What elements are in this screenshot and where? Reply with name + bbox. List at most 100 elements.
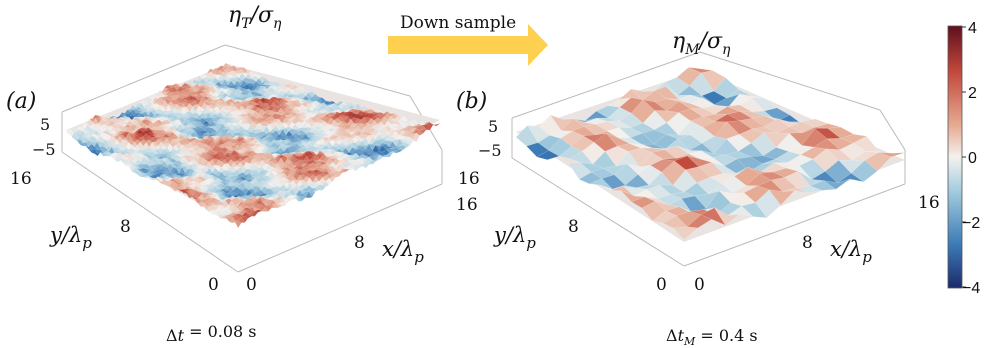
surface-cell [191, 87, 198, 91]
surface-cell [255, 160, 263, 166]
surface-cell [197, 119, 204, 124]
surface-cell [134, 164, 141, 170]
surface-cell [261, 182, 268, 187]
surface-cell [157, 96, 164, 97]
surface-cell [245, 73, 252, 79]
surface-cell [122, 112, 128, 115]
surface-cell [178, 144, 185, 150]
surface-cell [258, 146, 265, 150]
surface-cell [143, 152, 150, 157]
surface-cell [221, 176, 228, 179]
surface-cell [296, 148, 304, 151]
surface-cell [181, 139, 188, 144]
surface-cell [215, 65, 222, 69]
surface-cell [252, 152, 259, 155]
surface-cell [142, 129, 149, 132]
surface-cell [224, 179, 231, 185]
surface-cell [184, 181, 191, 186]
surface-cell [244, 71, 251, 74]
surface-cell [239, 142, 247, 148]
surface-cell [197, 151, 204, 155]
surface-cell [202, 77, 209, 83]
surface-cell [344, 124, 352, 130]
surface-cell [267, 194, 274, 198]
surface-cell [157, 113, 164, 117]
surface-cell [99, 136, 106, 141]
surface-cell [171, 125, 178, 130]
surface-cell [249, 152, 256, 158]
surface-cell [209, 149, 216, 152]
surface-cell [375, 145, 383, 151]
surface-cell [244, 198, 251, 204]
surface-cell [256, 117, 263, 119]
surface-cell [241, 129, 248, 131]
surface-cell [126, 156, 132, 161]
surface-cell [238, 102, 245, 106]
surface-cell [94, 148, 101, 154]
surface-cell [164, 164, 171, 168]
surface-cell [297, 100, 305, 104]
surface-cell [123, 153, 130, 158]
surface-cell [178, 94, 185, 99]
surface-cell [247, 100, 254, 105]
surface-cell [239, 209, 247, 216]
surface-cell [308, 104, 316, 112]
surface-cell [197, 202, 204, 207]
surface-cell [219, 205, 226, 210]
surface-cell [199, 138, 206, 144]
surface-cell [201, 192, 208, 199]
surface-cell [175, 140, 182, 144]
surface-cell [190, 117, 197, 120]
surface-cell [228, 101, 236, 107]
surface-cell [299, 180, 307, 185]
surface-cell [372, 135, 379, 140]
surface-cell [256, 115, 263, 118]
surface-cell [237, 67, 244, 71]
surface-cell [229, 109, 236, 112]
surface-cell [108, 143, 115, 149]
surface-cell [302, 134, 309, 140]
surface-cell [852, 136, 880, 153]
surface-cell [204, 127, 211, 132]
surface-cell [382, 140, 390, 144]
surface-cell [280, 169, 288, 175]
surface-cell [212, 177, 219, 183]
surface-cell [284, 147, 291, 154]
surface-cell [221, 170, 228, 176]
surface-cell [153, 103, 160, 111]
surface-cell [242, 112, 249, 114]
surface-cell [74, 132, 80, 140]
surface-cell [363, 112, 371, 115]
surface-cell [178, 135, 185, 140]
surface-cell [382, 132, 389, 137]
surface-cell [217, 189, 224, 192]
surface-cell [205, 139, 212, 141]
surface-cell [125, 127, 131, 133]
surface-cell [174, 128, 181, 132]
surface-cell [284, 170, 291, 177]
surface-cell [163, 131, 170, 134]
surface-cell [229, 197, 236, 202]
surface-cell [239, 190, 246, 196]
surface-cell [134, 170, 141, 175]
surface-cell [265, 176, 272, 180]
surface-cell [249, 150, 256, 154]
surface-cell [273, 130, 280, 137]
surface-cell [232, 126, 239, 130]
surface-cell [237, 119, 244, 124]
surface-cell [266, 116, 273, 122]
surface-cell [77, 139, 84, 145]
surface-cell [232, 214, 239, 221]
surface-cell [224, 181, 231, 186]
surface-cell [97, 136, 103, 142]
surface-cell [269, 199, 276, 202]
surface-cell [211, 194, 218, 200]
surface-cell [237, 149, 244, 153]
surface-cell [209, 204, 216, 211]
surface-cell [397, 117, 405, 123]
surface-cell [236, 88, 243, 93]
surface-cell [308, 132, 316, 139]
surface-cell [259, 160, 266, 168]
surface-cell [345, 145, 353, 153]
surface-cell [250, 121, 257, 124]
